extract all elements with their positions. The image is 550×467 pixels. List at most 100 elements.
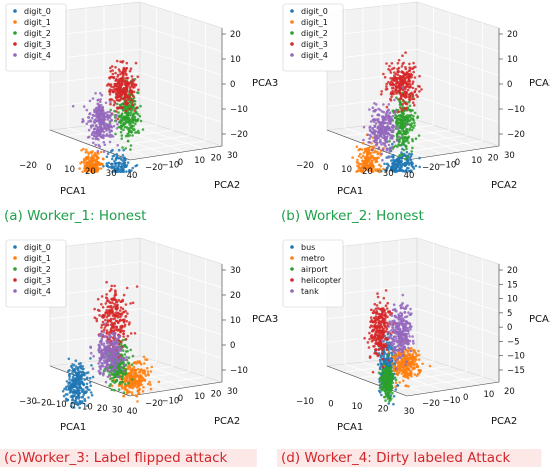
data-point [375, 352, 378, 355]
legend-label: digit_2 [24, 265, 51, 274]
data-point [386, 393, 389, 397]
data-point [132, 90, 136, 94]
data-point [108, 123, 112, 126]
data-point [119, 312, 123, 316]
legend-label: digit_1 [301, 18, 328, 27]
data-point [92, 156, 96, 160]
data-point [125, 170, 128, 173]
data-point [400, 157, 404, 160]
data-point [130, 169, 133, 172]
data-point [366, 165, 370, 169]
data-point [390, 155, 393, 158]
legend-box [5, 3, 67, 72]
data-point [403, 90, 407, 93]
z-tick-label: 20 [507, 30, 518, 40]
data-point [390, 168, 393, 172]
data-point [87, 158, 90, 161]
data-point [105, 164, 108, 167]
data-point [88, 376, 92, 380]
z-tick-label: 30 [230, 266, 241, 276]
data-point [130, 116, 134, 120]
data-point [370, 161, 374, 165]
data-point [413, 350, 416, 354]
data-point [398, 101, 402, 104]
scatter-series-group [71, 59, 145, 174]
data-point [99, 339, 103, 343]
data-point [405, 128, 408, 131]
data-point [374, 321, 378, 324]
data-point [356, 158, 359, 162]
data-point [116, 375, 120, 378]
data-point [124, 81, 128, 85]
legend-marker [13, 267, 17, 271]
data-point [129, 372, 133, 376]
data-point [104, 369, 107, 372]
data-point [130, 378, 134, 381]
data-point [377, 334, 380, 338]
data-point [90, 168, 94, 172]
data-point [378, 108, 382, 112]
data-point [392, 351, 396, 354]
data-point [104, 311, 108, 315]
data-point [97, 369, 101, 373]
data-point [393, 330, 396, 334]
data-point [104, 380, 108, 384]
data-point [398, 103, 402, 106]
data-point [401, 94, 404, 97]
data-point [63, 387, 66, 391]
data-point [387, 113, 390, 116]
data-point [131, 166, 134, 170]
data-point [392, 92, 395, 96]
data-point [403, 121, 407, 125]
data-point [117, 312, 120, 315]
data-point [98, 145, 102, 148]
data-point [351, 156, 354, 159]
data-point [131, 386, 134, 390]
data-point [380, 334, 384, 338]
data-point [408, 80, 412, 83]
data-point [127, 356, 131, 359]
data-point [394, 125, 397, 128]
data-point [103, 326, 107, 329]
data-point [392, 402, 395, 406]
data-point [118, 382, 121, 385]
data-point [396, 118, 399, 121]
data-point [135, 285, 139, 288]
data-point [406, 155, 409, 158]
data-point [370, 329, 374, 333]
data-point [377, 113, 380, 117]
data-point [92, 141, 95, 145]
data-point [355, 161, 359, 164]
data-point [402, 71, 405, 75]
data-point [121, 71, 124, 74]
data-point [99, 133, 102, 137]
data-point [108, 300, 111, 304]
data-point [411, 92, 414, 96]
data-point [376, 295, 380, 299]
x-tick-label: 10 [64, 165, 75, 175]
data-point [378, 121, 382, 124]
data-point [383, 125, 386, 129]
data-point [148, 380, 151, 384]
data-point [84, 169, 87, 173]
data-point [405, 82, 409, 86]
data-point [390, 95, 393, 99]
data-point [397, 362, 400, 366]
data-point [388, 111, 392, 114]
y-tick-label: 10 [194, 156, 205, 166]
series-digit_3 [105, 59, 140, 121]
data-point [125, 114, 129, 118]
data-point [415, 374, 419, 377]
data-point [119, 130, 123, 134]
data-point [123, 117, 126, 120]
data-point [103, 126, 107, 130]
legend-label: digit_3 [24, 40, 51, 49]
data-point [362, 161, 366, 164]
data-point [120, 169, 123, 172]
data-point [99, 109, 103, 113]
data-point [146, 372, 150, 376]
data-point [108, 311, 111, 314]
data-point [102, 165, 105, 168]
